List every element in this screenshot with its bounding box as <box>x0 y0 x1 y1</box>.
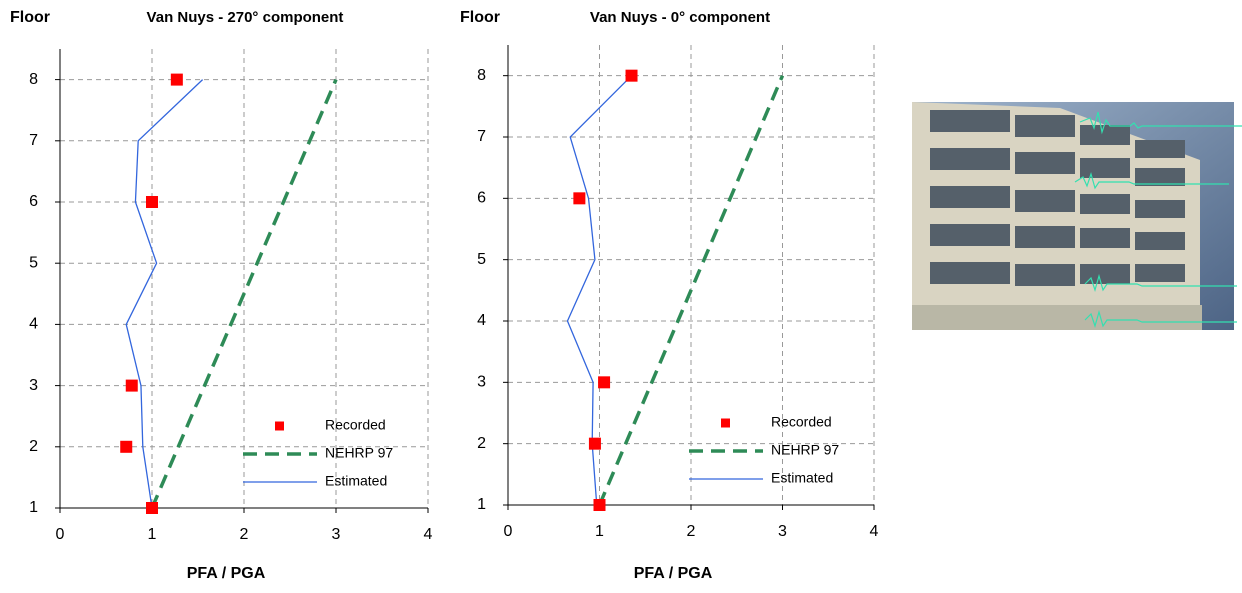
x-tick-label: 3 <box>332 526 341 543</box>
x-tick-label: 4 <box>870 523 879 540</box>
legend-label: Estimated <box>325 473 387 489</box>
recorded-point <box>146 502 158 514</box>
y-tick-label: 1 <box>477 496 486 513</box>
y-tick-label: 4 <box>477 312 486 329</box>
legend-marker <box>275 421 284 431</box>
legend-label: Estimated <box>771 470 833 486</box>
y-tick-label: 5 <box>29 254 38 271</box>
y-tick-label: 3 <box>29 377 38 394</box>
legend-marker <box>721 418 730 428</box>
legend-label: NEHRP 97 <box>325 445 393 461</box>
x-tick-label: 0 <box>504 523 513 540</box>
y-tick-label: 2 <box>477 435 486 452</box>
x-tick-label: 1 <box>148 526 157 543</box>
recorded-point <box>625 69 638 82</box>
y-tick-label: 7 <box>477 128 486 145</box>
building-photo <box>912 102 1242 330</box>
recorded-point <box>598 376 611 389</box>
y-tick-label: 6 <box>29 193 38 210</box>
y-tick-label: 2 <box>29 438 38 455</box>
recorded-point <box>125 379 138 392</box>
recorded-point <box>573 192 586 205</box>
code-line <box>150 78 338 509</box>
legend-label: Recorded <box>771 414 832 430</box>
x-axis-label: PFA / PGA <box>187 565 266 582</box>
y-tick-label: 8 <box>29 71 38 88</box>
recorded-point <box>170 73 183 86</box>
chart-title: Van Nuys - 0° component <box>590 9 770 26</box>
estimated-line <box>125 79 204 509</box>
x-tick-label: 1 <box>595 523 604 540</box>
x-tick-label: 2 <box>240 526 249 543</box>
x-axis-label: PFA / PGA <box>634 565 713 582</box>
legend-label: Recorded <box>325 417 386 433</box>
y-axis-label: Floor <box>10 9 50 26</box>
y-tick-label: 3 <box>477 374 486 391</box>
x-tick-label: 4 <box>424 526 433 543</box>
code-line <box>597 74 785 506</box>
y-tick-label: 1 <box>29 499 38 516</box>
recorded-point <box>593 499 606 511</box>
recorded-point <box>146 196 158 208</box>
x-tick-label: 2 <box>687 523 696 540</box>
recorded-point <box>588 437 601 450</box>
x-tick-label: 3 <box>778 523 787 540</box>
estimated-line <box>566 75 632 506</box>
x-tick-label: 0 <box>56 526 65 543</box>
y-tick-label: 4 <box>29 316 38 333</box>
y-axis-label: Floor <box>460 9 500 26</box>
legend-label: NEHRP 97 <box>771 442 839 458</box>
y-tick-label: 5 <box>477 251 486 268</box>
y-tick-label: 6 <box>477 190 486 207</box>
recorded-point <box>120 440 133 453</box>
chart-title: Van Nuys - 270° component <box>147 9 344 26</box>
y-tick-label: 7 <box>29 132 38 149</box>
y-tick-label: 8 <box>477 67 486 84</box>
